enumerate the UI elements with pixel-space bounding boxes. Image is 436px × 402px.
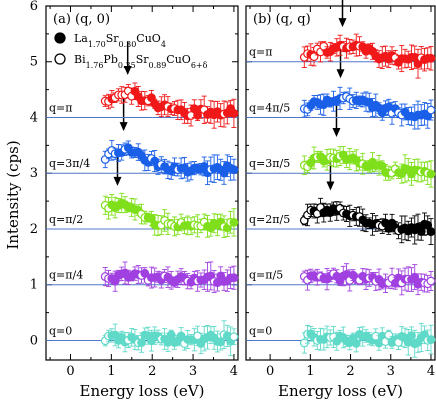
y-tick-label: 3 bbox=[30, 166, 38, 181]
panel-a: 0 1 2 3 4 0 1 2 3 4 5 6 Energy loss (eV) (a) (q, 0) La… bbox=[30, 0, 239, 400]
series-q=0: q=0 bbox=[46, 320, 239, 357]
series-q=3π/5: q=3π/5 bbox=[246, 103, 436, 188]
series-q=π/5: q=π/5 bbox=[246, 263, 436, 296]
data-point-filled bbox=[229, 165, 239, 175]
legend-label: La1.70Sr0.30CuO4 bbox=[74, 32, 166, 49]
data-point-filled bbox=[229, 217, 239, 227]
y-tick-label: 6 bbox=[30, 0, 38, 14]
x-tick-label: 3 bbox=[387, 364, 395, 379]
q-label: q=3π/5 bbox=[249, 157, 290, 170]
q-label: q=π/5 bbox=[249, 269, 283, 282]
legend-marker-filled bbox=[54, 32, 66, 44]
data-point-open bbox=[426, 105, 436, 115]
data-point-open bbox=[426, 276, 436, 286]
x-tick-label: 2 bbox=[346, 364, 354, 379]
data-point-filled bbox=[229, 273, 239, 283]
data-point-open bbox=[229, 332, 239, 342]
y-tick-label: 5 bbox=[30, 55, 38, 70]
y-tick-label: 4 bbox=[30, 110, 38, 125]
data-point-filled bbox=[426, 53, 436, 63]
data-point-filled bbox=[216, 337, 226, 347]
peak-arrow-head bbox=[336, 69, 345, 79]
data-point-filled bbox=[219, 168, 229, 178]
peak-arrow-head bbox=[326, 181, 335, 191]
plot-frame bbox=[245, 5, 436, 361]
panel-label: (a) (q, 0) bbox=[53, 12, 110, 27]
q-label: q=2π/5 bbox=[249, 213, 290, 226]
series-q=0: q=0 bbox=[246, 322, 436, 358]
x-axis-label: Energy loss (eV) bbox=[278, 382, 403, 400]
y-tick-label: 1 bbox=[30, 278, 38, 293]
q-label: q=0 bbox=[49, 324, 72, 337]
series-q=π: q=π bbox=[46, 41, 239, 129]
series-q=π: q=π bbox=[246, 0, 436, 79]
q-label: q=π/2 bbox=[49, 213, 83, 226]
q-label: q=0 bbox=[249, 324, 272, 337]
legend-label: Bi1.76Pb0.35Sr0.89CuO6+δ bbox=[74, 53, 208, 70]
x-tick-label: 3 bbox=[189, 364, 197, 379]
plot-frame bbox=[45, 5, 239, 361]
data-point-filled bbox=[426, 169, 436, 179]
panel-label: (b) (q, q) bbox=[253, 12, 311, 27]
q-label: q=3π/4 bbox=[49, 157, 90, 170]
y-axis-label: Intensity (cps) bbox=[4, 140, 22, 249]
q-label: q=4π/5 bbox=[249, 101, 290, 114]
x-tick-label: 4 bbox=[427, 364, 435, 379]
data-point-filled bbox=[137, 338, 146, 348]
y-tick-label: 2 bbox=[30, 222, 38, 237]
peak-arrow-head bbox=[113, 176, 122, 186]
x-axis-label: Energy loss (eV) bbox=[80, 382, 205, 400]
data-point-filled bbox=[140, 268, 150, 278]
peak-arrow-head bbox=[332, 128, 341, 138]
series-q=3π/4: q=3π/4 bbox=[46, 97, 239, 186]
q-label: q=π/4 bbox=[49, 269, 83, 282]
data-point-filled bbox=[426, 335, 436, 344]
series-q=π/2: q=π/2 bbox=[46, 152, 239, 238]
series-q=π/4: q=π/4 bbox=[46, 261, 239, 294]
series-q=2π/5: q=2π/5 bbox=[246, 157, 436, 246]
series-q=4π/5: q=4π/5 bbox=[246, 44, 436, 130]
data-point-filled bbox=[229, 108, 239, 118]
y-tick-label: 0 bbox=[30, 333, 38, 348]
peak-arrow-head bbox=[119, 122, 128, 132]
data-point-filled bbox=[410, 272, 420, 282]
data-point-filled bbox=[407, 331, 416, 340]
data-point-filled bbox=[166, 330, 176, 340]
q-label: q=π bbox=[249, 46, 273, 59]
x-tick-label: 1 bbox=[306, 364, 314, 379]
x-tick-label: 2 bbox=[148, 364, 156, 379]
data-point-filled bbox=[176, 331, 186, 341]
data-point-filled bbox=[351, 339, 361, 348]
panel-b: 0 1 2 3 4 Energy loss (eV) (b) (q, q) q=0 q=π/5 q… bbox=[245, 0, 436, 400]
x-tick-label: 0 bbox=[66, 364, 74, 379]
peak-arrow-head bbox=[338, 18, 347, 28]
legend-marker-open bbox=[54, 53, 66, 65]
x-tick-label: 0 bbox=[266, 364, 274, 379]
data-point-filled bbox=[426, 227, 436, 236]
x-tick-label: 4 bbox=[230, 364, 238, 379]
data-point-filled bbox=[416, 227, 426, 236]
peak-arrow-head bbox=[123, 66, 132, 76]
q-label: q=π bbox=[49, 101, 73, 114]
x-tick-label: 1 bbox=[107, 364, 115, 379]
